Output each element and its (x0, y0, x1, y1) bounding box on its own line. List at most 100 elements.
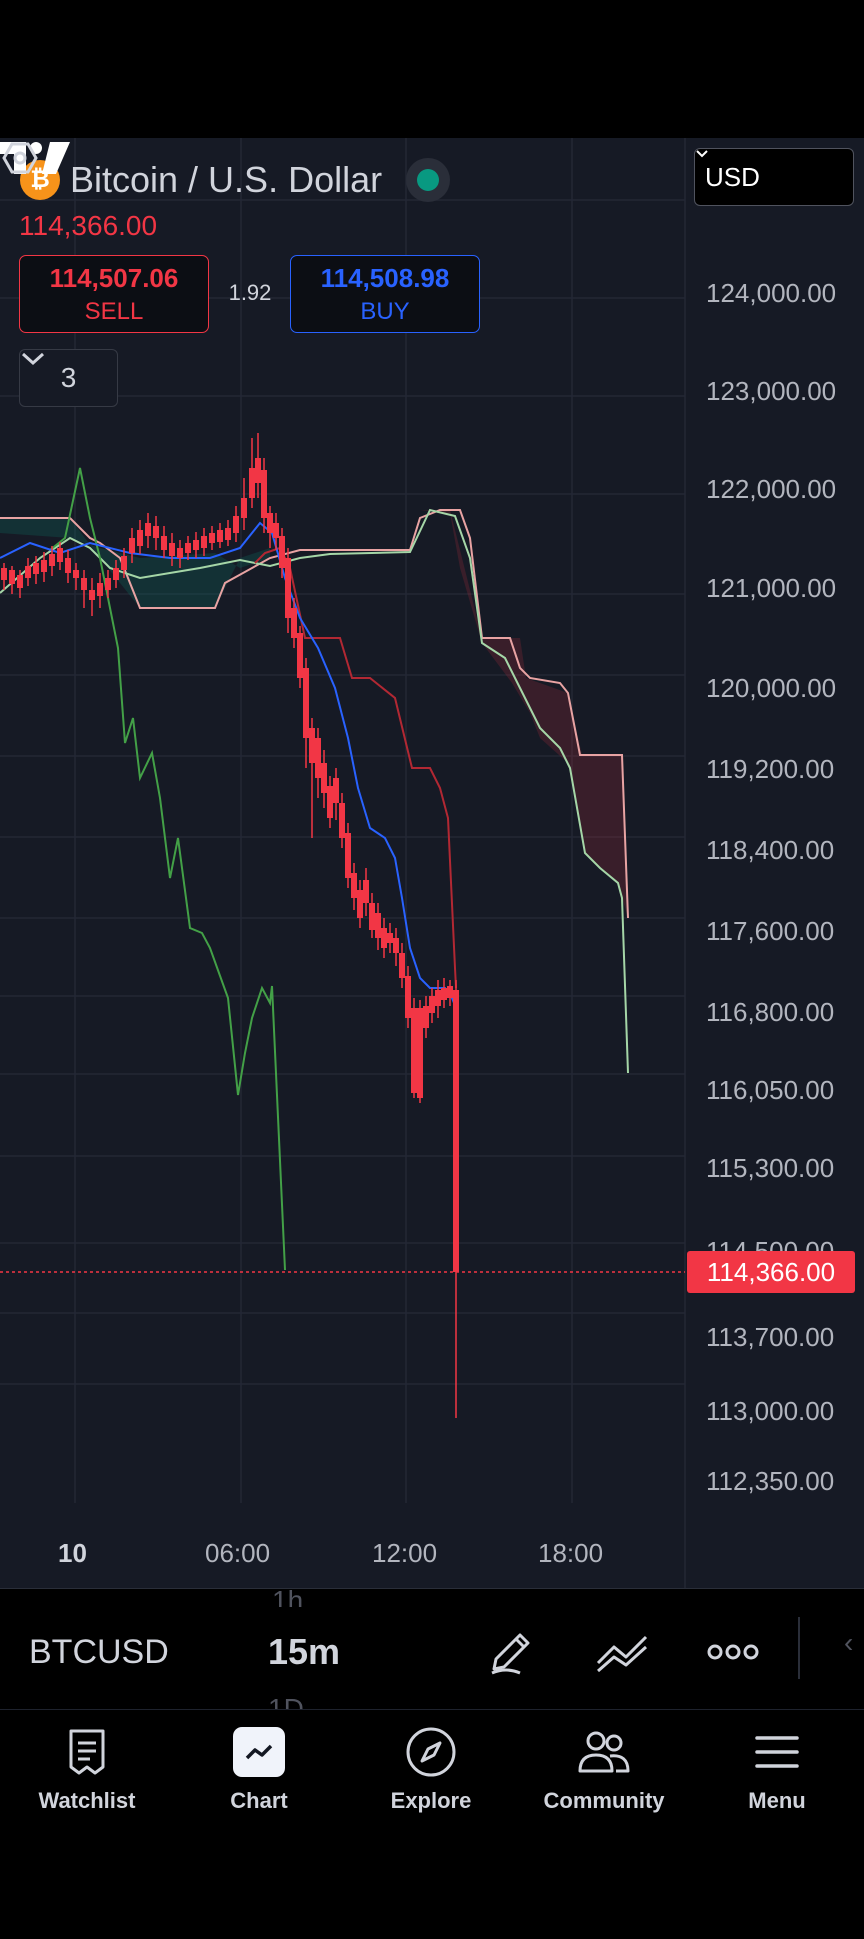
candle-body (9, 570, 15, 584)
candle-body (345, 833, 351, 878)
candle-body (17, 575, 23, 588)
candle-body (417, 1008, 423, 1098)
candle-body (25, 566, 31, 578)
candle-body (249, 468, 255, 498)
community-icon (578, 1731, 630, 1773)
tenkan-sen (0, 521, 457, 1009)
candle-body (73, 570, 79, 578)
candle-body (137, 530, 143, 546)
time-axis-label: 18:00 (538, 1538, 604, 1568)
indicators-toggle-button[interactable]: 3 (19, 349, 118, 407)
candle-body (351, 873, 357, 898)
time-axis-label: 10 (58, 1538, 87, 1568)
buy-price: 114,508.98 (320, 262, 450, 293)
ichimoku-cloud-green (0, 518, 270, 608)
market-open-icon[interactable] (406, 158, 451, 202)
price-axis-label: 122,000.00 (706, 474, 837, 504)
time-axis-label: 12:00 (372, 1538, 438, 1568)
candle-body (429, 996, 435, 1013)
nav-community[interactable]: Community (524, 1724, 684, 1814)
currency-select[interactable]: USD (694, 148, 854, 206)
candle-body (209, 533, 215, 543)
candle-body (65, 558, 71, 573)
candle-body (441, 988, 447, 1000)
price-axis-label: 118,400.00 (706, 835, 835, 865)
candle-body (1, 568, 7, 580)
price-axis-label: 117,600.00 (706, 916, 835, 946)
chevron-down-icon (696, 150, 708, 158)
candle-body (327, 786, 333, 818)
interval-selector[interactable]: 15m (268, 1631, 341, 1672)
nav-chart[interactable]: Chart (179, 1724, 339, 1814)
tradingview-logo (0, 142, 70, 174)
price-axis-label: 116,800.00 (706, 997, 835, 1027)
chart-settings-icon[interactable] (0, 138, 40, 178)
price-axis-label-partial: 114,500.00 (706, 1237, 834, 1251)
symbol-header[interactable]: ₿ Bitcoin / U.S. Dollar (20, 158, 451, 202)
candle-body (185, 543, 191, 553)
candle-body (285, 558, 291, 618)
candle-body (339, 803, 345, 838)
time-axis-label: 06:00 (205, 1538, 271, 1568)
price-axis-label: 119,200.00 (706, 754, 835, 784)
sell-button[interactable]: 114,507.06 SELL (19, 255, 209, 333)
price-axis-label: 121,000.00 (706, 573, 837, 603)
nav-label-community: Community (543, 1788, 665, 1813)
candle-body (217, 530, 223, 542)
candle-body (405, 976, 411, 1018)
candle-body (279, 536, 285, 568)
nav-label-watchlist: Watchlist (38, 1788, 136, 1813)
candle-body (399, 953, 405, 978)
candle-body (177, 548, 183, 558)
spread-value: 1.92 (228, 280, 272, 305)
candle-body (363, 880, 369, 903)
ichimoku-cloud-red (420, 510, 628, 918)
candle-body (225, 528, 231, 540)
interval-option-next[interactable]: 1D (268, 1693, 304, 1709)
candle-body (57, 548, 63, 562)
candle-body (453, 990, 459, 1272)
buy-button[interactable]: 114,508.98 BUY (290, 255, 480, 333)
price-axis-label: 113,000.00 (706, 1396, 835, 1426)
candle-body (33, 563, 39, 574)
chevron-left-icon[interactable]: ‹ (844, 1627, 854, 1658)
candle-body (145, 523, 151, 536)
candle-body (447, 986, 453, 998)
nav-explore[interactable]: Explore (351, 1724, 511, 1814)
candle-body (387, 933, 393, 943)
price-axis-label: 124,000.00 (706, 278, 837, 308)
price-chart[interactable] (0, 138, 864, 1588)
candle-body (357, 890, 363, 918)
symbol-title[interactable]: Bitcoin / U.S. Dollar (70, 159, 383, 200)
indicators-count: 3 (60, 362, 77, 393)
candle-body (41, 560, 47, 572)
nav-label-chart: Chart (230, 1788, 288, 1813)
price-axis-label: 113,700.00 (706, 1322, 835, 1352)
ticker-symbol[interactable]: BTCUSD (29, 1633, 169, 1671)
candle-body (303, 668, 309, 738)
nav-label-explore: Explore (390, 1788, 472, 1813)
candle-body (105, 578, 111, 590)
candle-body (129, 538, 135, 553)
compass-icon (406, 1727, 456, 1777)
candle-body (261, 470, 267, 518)
nav-label-menu: Menu (748, 1788, 806, 1813)
candle-body (89, 590, 95, 600)
interval-option-prev[interactable]: 1h (272, 1585, 304, 1607)
pencil-icon[interactable] (486, 1627, 536, 1677)
candle-body (81, 578, 87, 590)
candle-body (297, 633, 303, 678)
last-price: 114,366.00 (19, 210, 158, 241)
price-axis-label: 115,300.00 (706, 1153, 835, 1183)
candle-body (193, 540, 199, 550)
indicators-trend-icon[interactable] (594, 1627, 652, 1677)
menu-icon (755, 1736, 799, 1768)
chart-area[interactable]: ₿ Bitcoin / U.S. Dollar USD 114,366.00 1… (0, 138, 864, 1588)
candle-body (241, 498, 247, 518)
candle-body (161, 536, 167, 550)
candle-body (435, 990, 441, 1006)
buy-label: BUY (360, 297, 410, 325)
nav-menu[interactable]: Menu (697, 1724, 857, 1814)
nav-watchlist[interactable]: Watchlist (7, 1724, 167, 1814)
more-options-icon[interactable] (706, 1627, 760, 1677)
